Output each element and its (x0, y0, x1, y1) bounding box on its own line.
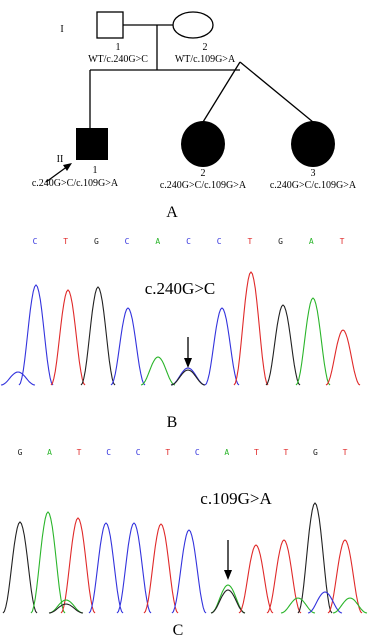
trace-peak (117, 523, 151, 613)
trace-peak (31, 512, 65, 613)
genotype: c.240G>C/c.109G>A (270, 180, 357, 191)
base-call: C (106, 448, 111, 457)
trace-peak (266, 305, 300, 385)
base-call: C (136, 448, 141, 457)
genotype: WT/c.240G>C (88, 54, 148, 65)
trace-peak (1, 372, 35, 385)
base-call: A (309, 237, 314, 246)
trace-peak (172, 530, 206, 613)
base-call: A (155, 237, 160, 246)
generation-label: I (60, 24, 63, 35)
base-call: T (343, 448, 348, 457)
base-call: C (217, 237, 222, 246)
mutation-arrowhead (184, 358, 192, 368)
trace-peak (326, 330, 360, 385)
child-line (203, 62, 240, 122)
base-call: T (254, 448, 259, 457)
individual-number: 3 (311, 168, 316, 179)
base-call: T (283, 448, 288, 457)
base-call: G (94, 237, 99, 246)
trace-peak (296, 298, 330, 385)
mother (173, 12, 213, 38)
trace-peak (308, 592, 342, 613)
base-call: T (63, 237, 68, 246)
panel-label: A (166, 204, 178, 221)
base-call: T (340, 237, 345, 246)
mutation-label: c.240G>C (145, 279, 216, 298)
trace-peak (3, 522, 37, 613)
panel-label: C (173, 622, 184, 637)
base-call: A (47, 448, 52, 457)
base-call: G (18, 448, 23, 457)
trace-peak (49, 604, 83, 613)
individual-number: 2 (201, 168, 206, 179)
individual-number: 1 (93, 165, 98, 176)
base-call: C (33, 237, 38, 246)
trace-peak (61, 518, 95, 613)
genotype: WT/c.109G>A (175, 54, 236, 65)
mutation-label: c.109G>A (200, 489, 272, 508)
base-call: G (313, 448, 318, 457)
mutation-arrowhead (224, 570, 232, 580)
individual-number: 1 (116, 42, 121, 53)
affected-son (76, 128, 108, 160)
trace-peak (205, 308, 239, 385)
trace-peak (239, 545, 273, 613)
base-call: A (224, 448, 229, 457)
base-call: C (186, 237, 191, 246)
trace-peak (111, 308, 145, 385)
trace-peak (171, 370, 205, 385)
trace-peak (19, 285, 53, 385)
base-call: C (195, 448, 200, 457)
genotype: c.240G>C/c.109G>A (32, 178, 119, 189)
proband-arrowhead (63, 163, 72, 171)
trace-peak (298, 503, 332, 613)
trace-peak (81, 287, 115, 385)
figure: I II 1 WT/c.240G>C 2 WT/c.109G>A 1 c.240… (0, 0, 368, 637)
base-call: C (125, 237, 130, 246)
affected-daughter (291, 121, 335, 167)
trace-peak (89, 523, 123, 613)
genotype: c.240G>C/c.109G>A (160, 180, 247, 191)
trace-peak (144, 524, 178, 613)
base-call: T (77, 448, 82, 457)
trace-peak (211, 590, 245, 613)
individual-number: 2 (203, 42, 208, 53)
pedigree: I II 1 WT/c.240G>C 2 WT/c.109G>A 1 c.240… (32, 12, 357, 221)
affected-daughter (181, 121, 225, 167)
base-call: G (278, 237, 283, 246)
trace-peak (267, 540, 301, 613)
base-call: T (165, 448, 170, 457)
base-call: T (247, 237, 252, 246)
trace-peak (141, 357, 175, 385)
panel-label: B (167, 414, 178, 431)
child-line (240, 62, 313, 122)
trace-peak (234, 272, 268, 385)
trace-peak (51, 290, 85, 385)
father (97, 12, 123, 38)
generation-label: II (57, 154, 64, 165)
